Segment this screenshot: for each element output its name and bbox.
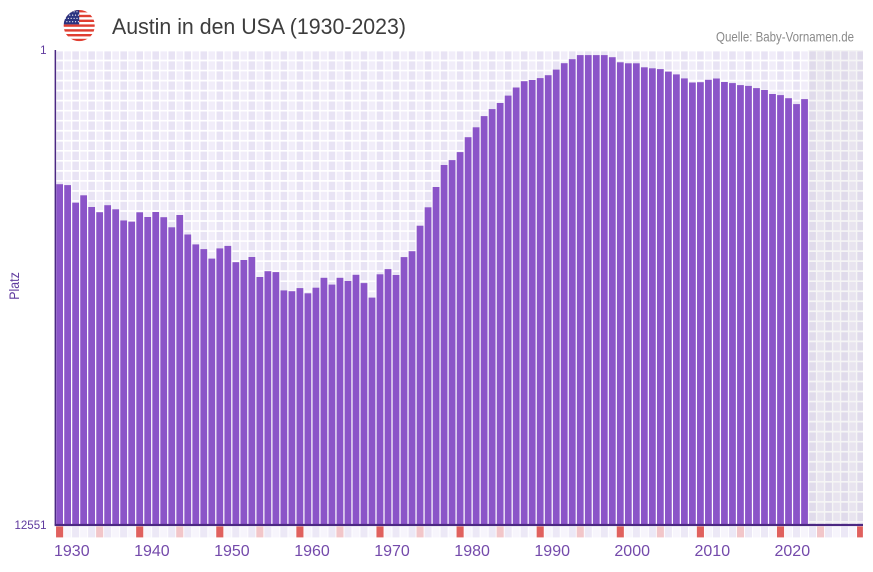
svg-text:1960: 1960 [294,543,330,560]
svg-text:Platz: Platz [7,272,22,300]
svg-text:1930: 1930 [54,543,90,560]
svg-text:Austin in den USA (1930-2023): Austin in den USA (1930-2023) [112,14,406,39]
svg-text:1990: 1990 [534,543,570,560]
svg-text:1: 1 [40,45,46,57]
svg-text:Quelle: Baby-Vornamen.de: Quelle: Baby-Vornamen.de [716,30,854,45]
svg-text:1970: 1970 [374,543,410,560]
svg-text:2010: 2010 [695,543,731,560]
svg-text:2000: 2000 [614,543,650,560]
svg-text:1950: 1950 [214,543,250,560]
svg-text:1980: 1980 [454,543,490,560]
svg-text:2020: 2020 [775,543,811,560]
svg-text:1940: 1940 [134,543,170,560]
svg-text:12551: 12551 [15,520,47,532]
